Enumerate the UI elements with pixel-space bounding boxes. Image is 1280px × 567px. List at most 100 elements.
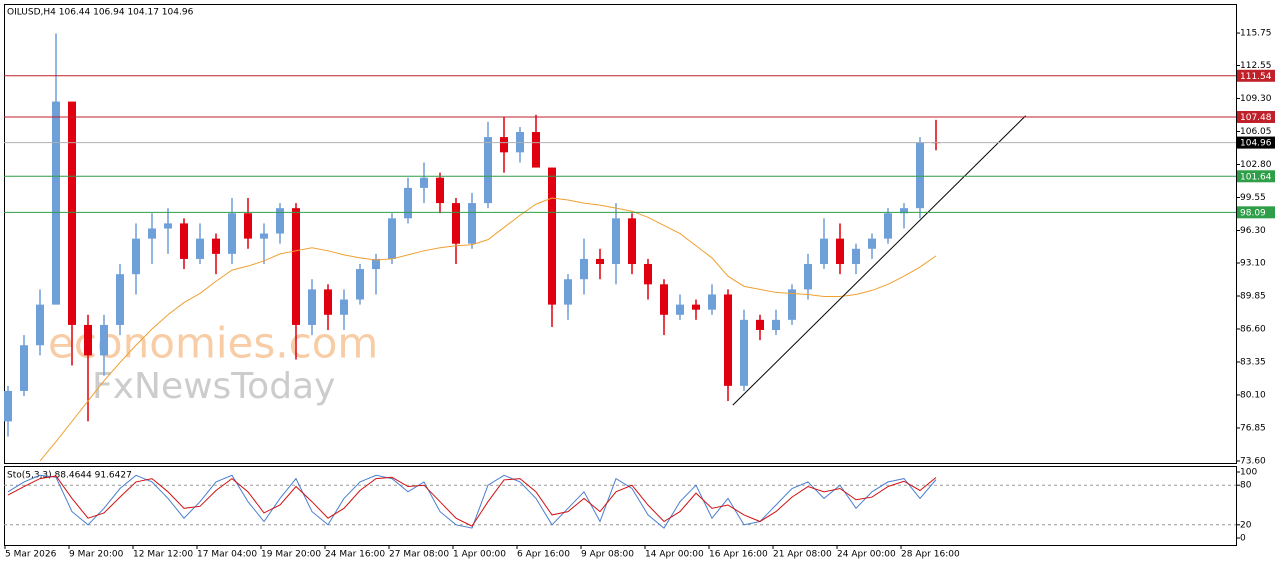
y-tick-label: 0 — [1240, 534, 1246, 544]
oscillator-line — [7, 475, 937, 527]
y-tick-label: 93.10 — [1240, 258, 1266, 268]
x-tick-label: 6 Apr 16:00 — [517, 550, 570, 560]
candle-body — [164, 223, 172, 229]
candle-body — [36, 304, 44, 346]
y-tick-label: 99.55 — [1240, 193, 1266, 203]
level-label: 98.09 — [1240, 208, 1266, 218]
candle-body — [724, 294, 732, 386]
x-tick-label: 28 Apr 16:00 — [901, 550, 960, 560]
x-tick-label: 5 Mar 2026 — [5, 550, 57, 560]
candle-body — [132, 238, 140, 275]
level-tag — [1237, 206, 1275, 219]
y-tick-label: 115.75 — [1240, 29, 1272, 39]
x-tick-label: 24 Mar 16:00 — [325, 550, 385, 560]
candle-body — [676, 304, 684, 315]
candle-body — [20, 345, 28, 391]
candle-body — [356, 269, 364, 300]
candle-body — [452, 203, 460, 244]
y-tick-label: 80 — [1240, 481, 1252, 491]
level-label: 104.96 — [1240, 139, 1272, 149]
candle-body — [308, 289, 316, 325]
y-tick-label: 80.10 — [1240, 390, 1266, 400]
candle-body — [276, 208, 284, 234]
y-tick-label: 106.05 — [1240, 127, 1272, 137]
y-tick-label: 109.30 — [1240, 94, 1272, 104]
candle-body — [596, 258, 604, 265]
candle-body — [260, 233, 268, 239]
oscillator-title: Sto(5,3,3) 88.4644 91.6427 — [7, 471, 132, 481]
y-tick-label: 96.30 — [1240, 226, 1266, 236]
x-tick-label: 17 Mar 04:00 — [197, 550, 257, 560]
x-tick-label: 27 Mar 08:00 — [389, 550, 449, 560]
candle-body — [916, 142, 924, 209]
x-tick-label: 14 Apr 00:00 — [645, 550, 704, 560]
level-label: 111.54 — [1240, 72, 1272, 82]
x-tick-label: 16 Apr 16:00 — [709, 550, 768, 560]
candle-body — [228, 213, 236, 254]
watermark: economies.com — [48, 319, 378, 368]
candle-body — [660, 284, 668, 315]
level-tag — [1237, 69, 1275, 82]
candle-body — [612, 218, 620, 265]
candle-body — [292, 208, 300, 325]
oscillator-frame — [4, 466, 1237, 546]
candle-body — [212, 238, 220, 254]
candle-body — [868, 238, 876, 249]
y-tick-label: 102.80 — [1240, 160, 1272, 170]
candle-body — [372, 258, 380, 270]
candle-body — [116, 274, 124, 325]
candle-body — [436, 177, 444, 204]
level-tag — [1237, 170, 1275, 183]
candle-body — [68, 101, 76, 325]
candle-body — [756, 319, 764, 331]
candle-body — [52, 101, 60, 305]
x-tick-label: 9 Apr 08:00 — [581, 550, 634, 560]
x-tick-label: 9 Mar 20:00 — [69, 550, 124, 560]
x-tick-label: 1 Apr 00:00 — [453, 550, 506, 560]
candle-body — [900, 208, 908, 214]
candle-body — [836, 238, 844, 265]
y-tick-label: 100 — [1240, 468, 1257, 478]
candle-body — [532, 132, 540, 168]
level-tag — [1237, 136, 1275, 149]
oscillator-line — [7, 474, 937, 529]
candle-body — [852, 248, 860, 265]
candle-body — [244, 213, 252, 239]
candle-body — [500, 137, 508, 153]
candle-body — [804, 264, 812, 290]
level-label: 101.64 — [1240, 172, 1272, 182]
candle-body — [388, 218, 396, 259]
candle-body — [196, 238, 204, 259]
chart-title: OILUSD,H4 106.44 106.94 104.17 104.96 — [7, 8, 194, 18]
level-tag — [1237, 110, 1275, 123]
moving-average — [39, 197, 937, 462]
candle-body — [820, 238, 828, 265]
candle-body — [740, 319, 748, 386]
candle-body — [884, 213, 892, 239]
candle-body — [564, 279, 572, 305]
candle-body — [340, 299, 348, 315]
x-tick-label: 12 Mar 12:00 — [133, 550, 193, 560]
candle-body — [548, 167, 556, 305]
x-tick-label: 24 Apr 00:00 — [837, 550, 896, 560]
y-tick-label: 86.60 — [1240, 324, 1266, 334]
candle-body — [628, 218, 636, 265]
trendline — [732, 115, 1026, 406]
watermark: FxNewsToday — [92, 366, 335, 407]
y-tick-label: 89.85 — [1240, 291, 1266, 301]
candle-body — [484, 137, 492, 204]
candle-body — [692, 304, 700, 310]
main-frame — [4, 4, 1237, 464]
candle-body — [468, 203, 476, 244]
candle-body — [148, 228, 156, 239]
candle-body — [84, 324, 92, 356]
y-tick-label: 112.55 — [1240, 61, 1272, 71]
candle-body — [708, 294, 716, 310]
candle-body — [404, 187, 412, 219]
x-tick-label: 19 Mar 20:00 — [261, 550, 321, 560]
y-tick-label: 76.85 — [1240, 423, 1266, 433]
y-tick-label: 83.35 — [1240, 357, 1266, 367]
y-tick-label: 20 — [1240, 520, 1252, 530]
y-tick-label: 73.60 — [1240, 456, 1266, 466]
